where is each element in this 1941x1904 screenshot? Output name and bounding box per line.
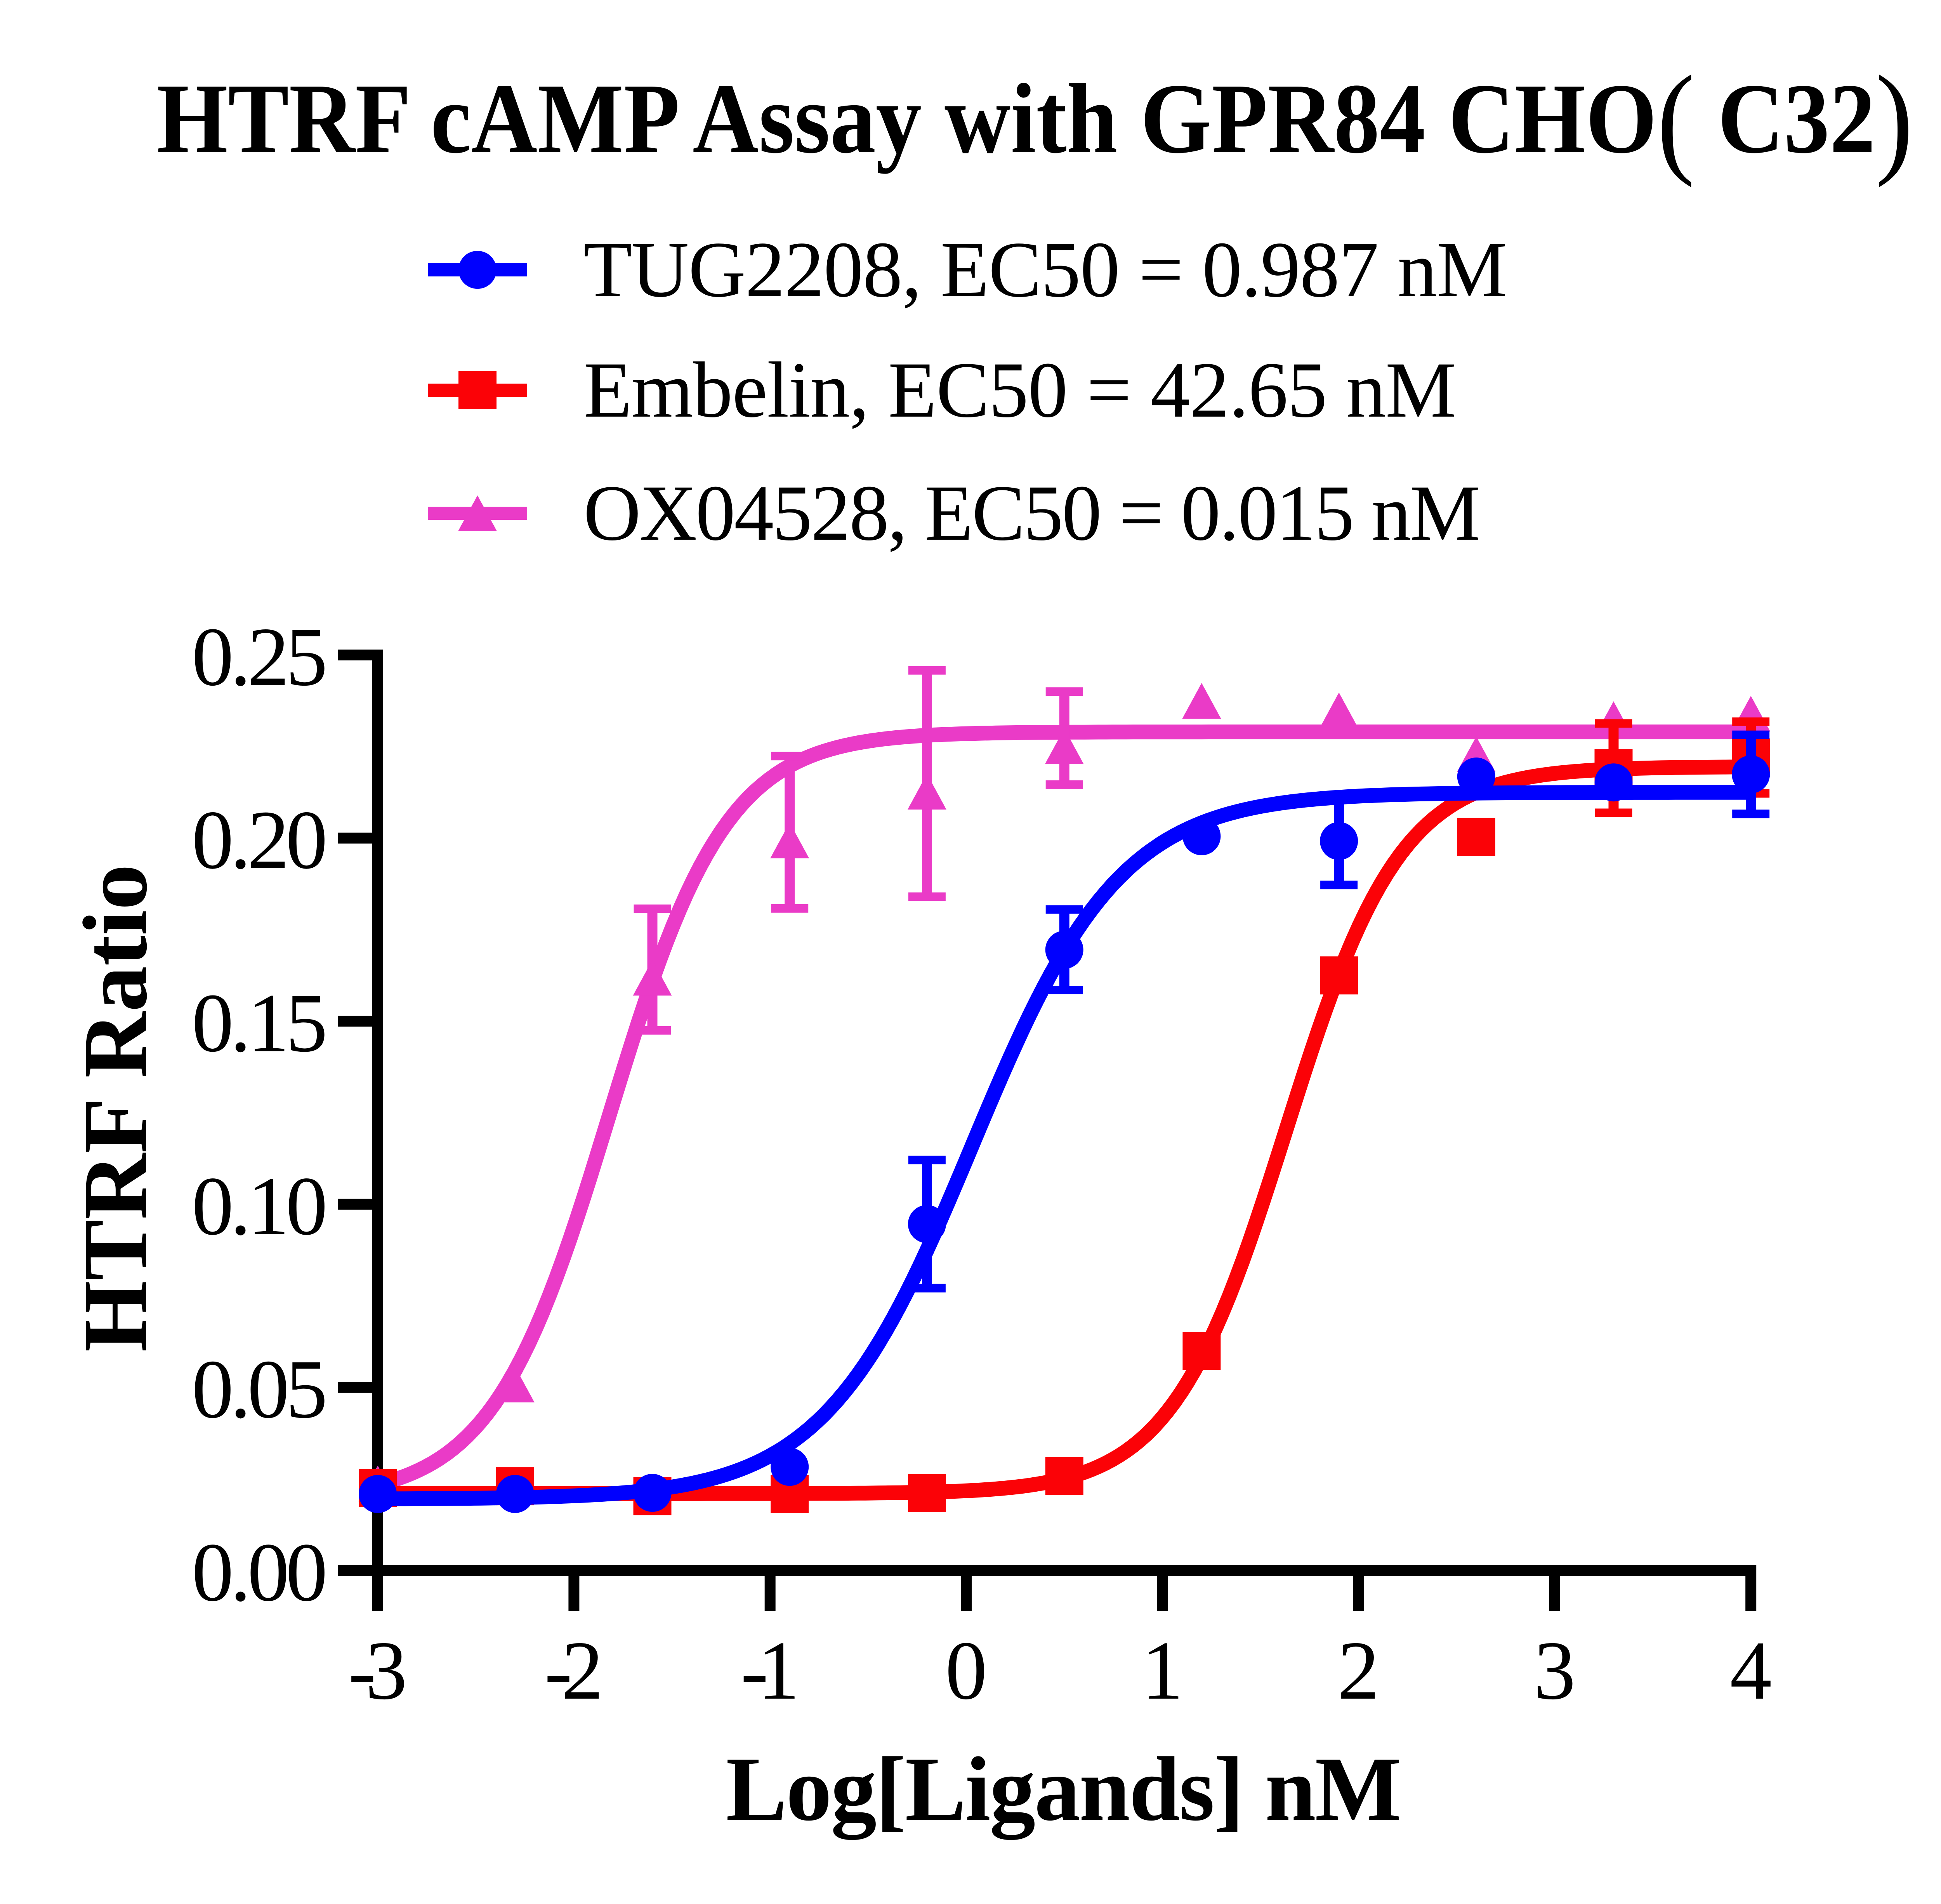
svg-text:2: 2 xyxy=(1338,1624,1380,1717)
svg-text:-3: -3 xyxy=(348,1624,407,1717)
svg-text:0.00: 0.00 xyxy=(192,1526,328,1619)
svg-text:Embelin, EC50 = 42.65 nM: Embelin, EC50 = 42.65 nM xyxy=(583,346,1456,434)
svg-text:1: 1 xyxy=(1141,1624,1183,1717)
svg-text:OX04528, EC50 = 0.015 nM: OX04528, EC50 = 0.015 nM xyxy=(583,469,1481,557)
svg-text:0.10: 0.10 xyxy=(192,1160,328,1253)
svg-text:-1: -1 xyxy=(741,1624,800,1717)
svg-text:4: 4 xyxy=(1730,1624,1772,1717)
svg-text:Log[Ligands] nM: Log[Ligands] nM xyxy=(726,1739,1401,1840)
svg-text:HTRF Ratio: HTRF Ratio xyxy=(65,864,166,1352)
svg-text:3: 3 xyxy=(1534,1624,1576,1717)
svg-text:0.20: 0.20 xyxy=(192,794,328,886)
svg-text:0.25: 0.25 xyxy=(192,610,328,703)
svg-text:0: 0 xyxy=(945,1624,987,1717)
svg-text:HTRF cAMP Assay with GPR84 CHO: HTRF cAMP Assay with GPR84 CHO( C32) xyxy=(157,50,1913,188)
svg-text:0.15: 0.15 xyxy=(192,976,328,1069)
svg-text:0.05: 0.05 xyxy=(192,1343,328,1435)
svg-text:-2: -2 xyxy=(544,1624,603,1717)
svg-text:TUG2208, EC50 = 0.987 nM: TUG2208, EC50 = 0.987 nM xyxy=(583,226,1507,314)
